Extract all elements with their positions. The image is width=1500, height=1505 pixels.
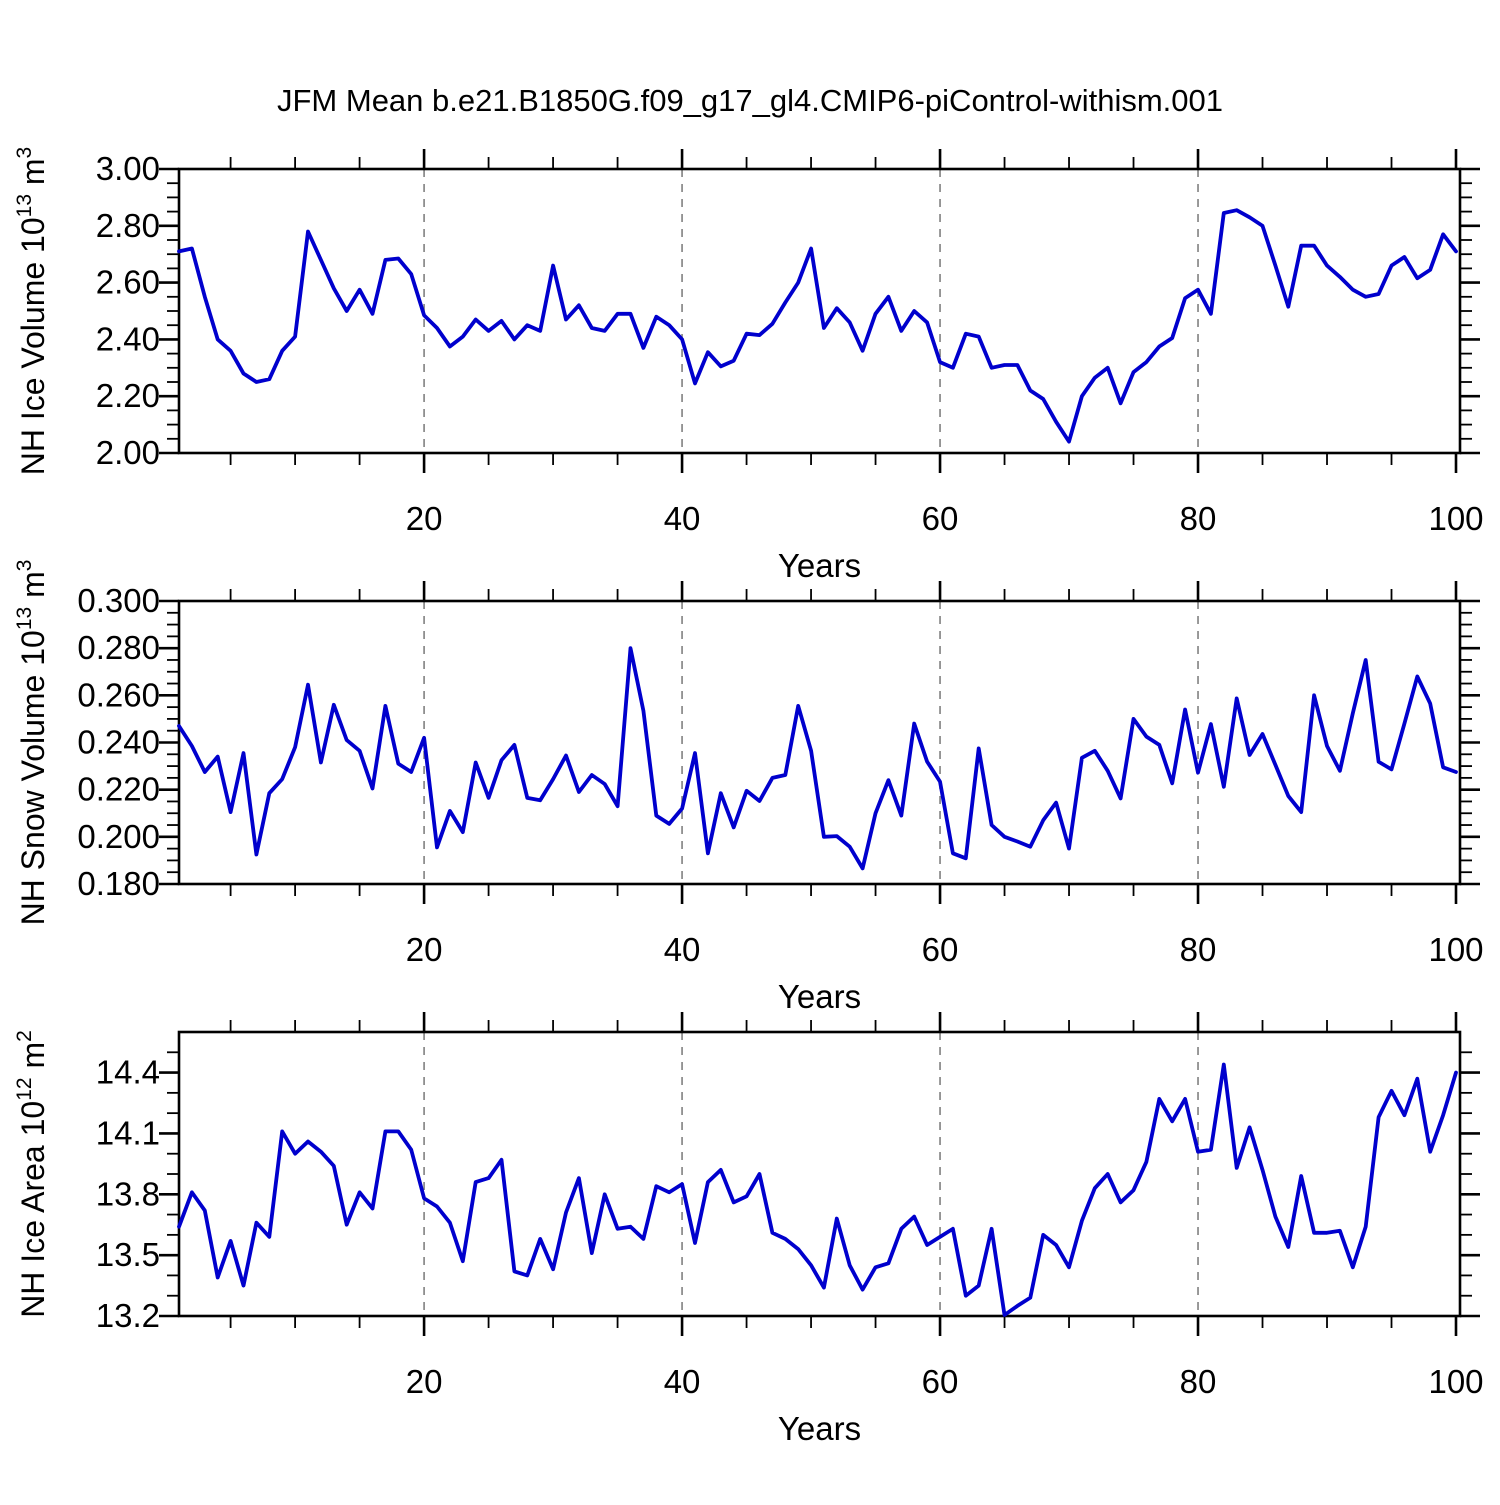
y-tick-label: 14.1 [96, 1114, 160, 1151]
y-tick-labels: 13.2 13.5 13.8 14.1 14.4 [96, 1054, 160, 1334]
x-ticks [229, 581, 1458, 904]
nh-ice-volume-line [177, 208, 1458, 444]
x-tick-label: 80 [1180, 1363, 1217, 1400]
x-tick-label: 100 [1428, 1363, 1483, 1400]
x-tick-label: 40 [664, 1363, 701, 1400]
x-axis-title: Years [778, 547, 861, 584]
panel-nh-ice-volume: 2.00 2.20 2.40 2.60 2.80 3.00 20 40 60 80 100 Years… [13, 147, 1484, 584]
x-tick-label: 80 [1180, 500, 1217, 537]
y-axis-title: NH Ice Volume 1013 m3 [13, 147, 51, 476]
y-tick-label: 13.2 [96, 1297, 160, 1334]
nh-ice-area-line [177, 1062, 1458, 1317]
plot-frame [177, 1030, 1462, 1318]
x-tick-label: 20 [406, 1363, 443, 1400]
x-axis-title: Years [778, 978, 861, 1015]
y-tick-label: 0.280 [77, 629, 160, 666]
y-axis-title: NH Snow Volume 1013 m3 [13, 560, 51, 926]
y-tick-label: 13.8 [96, 1175, 160, 1212]
gridlines [423, 1032, 1199, 1316]
x-tick-label: 100 [1428, 931, 1483, 968]
y-tick-label: 0.220 [77, 771, 160, 808]
y-tick-label: 14.4 [96, 1054, 160, 1091]
x-tick-label: 20 [406, 500, 443, 537]
y-tick-label: 13.5 [96, 1236, 160, 1273]
x-ticks [229, 1012, 1458, 1336]
y-tick-labels: 2.00 2.20 2.40 2.60 2.80 3.00 [96, 150, 160, 471]
y-tick-label: 0.200 [77, 818, 160, 855]
y-tick-label: 2.00 [96, 434, 160, 471]
page-title: JFM Mean b.e21.B1850G.f09_g17_gl4.CMIP6-… [277, 83, 1223, 118]
nh-snow-volume-line [177, 646, 1458, 871]
gridlines [423, 601, 1199, 884]
x-tick-labels: 20 40 60 80 100 [406, 1363, 1484, 1400]
panel-nh-snow-volume: 0.180 0.200 0.220 0.240 0.260 0.280 0.300 20 40 6… [13, 560, 1484, 1015]
y-tick-labels: 0.180 0.200 0.220 0.240 0.260 0.280 0.300 [77, 582, 160, 902]
y-tick-label: 0.300 [77, 582, 160, 619]
x-tick-labels: 20 40 60 80 100 [406, 500, 1484, 537]
x-axis-title: Years [778, 1410, 861, 1447]
y-tick-label: 0.260 [77, 676, 160, 713]
x-tick-label: 60 [922, 931, 959, 968]
y-tick-label: 0.240 [77, 724, 160, 761]
y-tick-label: 2.60 [96, 264, 160, 301]
panel-nh-ice-area: 13.2 13.5 13.8 14.1 14.4 20 40 60 80 100 Years NH I… [13, 1012, 1484, 1447]
x-tick-label: 20 [406, 931, 443, 968]
x-tick-label: 80 [1180, 931, 1217, 968]
x-ticks [229, 149, 1458, 473]
x-tick-label: 100 [1428, 500, 1483, 537]
x-tick-label: 40 [664, 500, 701, 537]
y-tick-label: 2.80 [96, 207, 160, 244]
y-ticks [159, 599, 1480, 886]
x-tick-label: 60 [922, 1363, 959, 1400]
x-tick-label: 40 [664, 931, 701, 968]
y-ticks [159, 1051, 1480, 1318]
x-tick-label: 60 [922, 500, 959, 537]
y-tick-label: 2.40 [96, 320, 160, 357]
y-ticks [159, 167, 1480, 455]
y-axis-title: NH Ice Area 1012 m2 [13, 1030, 51, 1318]
y-tick-label: 3.00 [96, 150, 160, 187]
x-tick-labels: 20 40 60 80 100 [406, 931, 1484, 968]
y-tick-label: 2.20 [96, 377, 160, 414]
gridlines [423, 169, 1199, 453]
y-tick-label: 0.180 [77, 865, 160, 902]
